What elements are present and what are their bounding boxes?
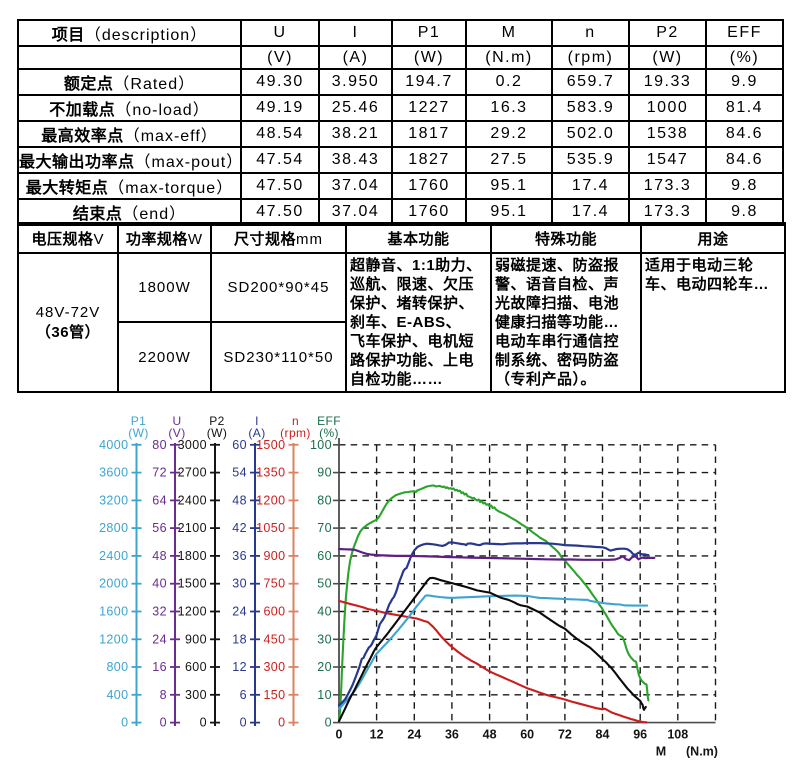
- svg-text:24: 24: [407, 728, 421, 742]
- svg-text:600: 600: [263, 605, 285, 619]
- svg-text:1800: 1800: [178, 549, 207, 563]
- svg-text:3200: 3200: [99, 493, 128, 507]
- svg-text:20: 20: [317, 660, 332, 674]
- svg-text:64: 64: [152, 493, 167, 507]
- svg-text:3000: 3000: [178, 438, 207, 452]
- svg-text:48: 48: [152, 549, 167, 563]
- svg-text:100: 100: [310, 438, 332, 452]
- svg-text:750: 750: [263, 577, 285, 591]
- svg-text:12: 12: [232, 660, 247, 674]
- svg-text:60: 60: [520, 728, 534, 742]
- svg-text:0: 0: [325, 716, 332, 730]
- svg-text:70: 70: [317, 521, 332, 535]
- svg-text:1600: 1600: [99, 605, 128, 619]
- svg-text:150: 150: [263, 688, 285, 702]
- svg-text:1200: 1200: [178, 605, 207, 619]
- svg-text:80: 80: [317, 493, 332, 507]
- svg-text:40: 40: [317, 605, 332, 619]
- svg-text:(A): (A): [248, 426, 265, 440]
- svg-text:60: 60: [317, 549, 332, 563]
- svg-text:800: 800: [106, 660, 128, 674]
- svg-text:EFF: EFF: [317, 414, 341, 428]
- svg-text:2100: 2100: [178, 521, 207, 535]
- svg-text:300: 300: [185, 688, 207, 702]
- svg-text:1500: 1500: [256, 438, 285, 452]
- svg-text:48: 48: [232, 493, 247, 507]
- svg-text:72: 72: [152, 466, 167, 480]
- svg-text:2800: 2800: [99, 521, 128, 535]
- svg-text:6: 6: [240, 688, 247, 702]
- svg-text:n: n: [292, 414, 299, 428]
- svg-text:1350: 1350: [256, 466, 285, 480]
- svg-text:56: 56: [152, 521, 167, 535]
- svg-text:32: 32: [152, 605, 167, 619]
- svg-text:3600: 3600: [99, 466, 128, 480]
- svg-text:0: 0: [278, 716, 285, 730]
- svg-text:30: 30: [317, 632, 332, 646]
- svg-text:P1: P1: [131, 414, 146, 428]
- svg-text:1200: 1200: [256, 493, 285, 507]
- svg-text:0: 0: [121, 716, 128, 730]
- svg-text:U: U: [172, 414, 181, 428]
- svg-text:P2: P2: [209, 414, 224, 428]
- svg-text:(W): (W): [128, 426, 149, 440]
- svg-text:1500: 1500: [178, 577, 207, 591]
- svg-text:(W): (W): [207, 426, 228, 440]
- svg-text:40: 40: [152, 577, 167, 591]
- svg-text:450: 450: [263, 632, 285, 646]
- svg-text:90: 90: [317, 466, 332, 480]
- svg-text:8: 8: [160, 688, 167, 702]
- svg-text:600: 600: [185, 660, 207, 674]
- svg-text:2400: 2400: [178, 493, 207, 507]
- svg-text:900: 900: [185, 632, 207, 646]
- svg-text:(rpm): (rpm): [280, 426, 311, 440]
- svg-text:I: I: [255, 414, 259, 428]
- svg-text:300: 300: [263, 660, 285, 674]
- svg-text:(V): (V): [168, 426, 185, 440]
- svg-text:12: 12: [370, 728, 384, 742]
- svg-text:54: 54: [232, 466, 247, 480]
- svg-text:0: 0: [240, 716, 247, 730]
- svg-text:24: 24: [152, 632, 167, 646]
- svg-text:0: 0: [200, 716, 207, 730]
- svg-text:72: 72: [558, 728, 572, 742]
- svg-text:10: 10: [317, 688, 332, 702]
- svg-text:84: 84: [596, 728, 610, 742]
- svg-text:1200: 1200: [99, 632, 128, 646]
- svg-text:M: M: [656, 745, 666, 759]
- svg-text:36: 36: [445, 728, 459, 742]
- svg-text:16: 16: [152, 660, 167, 674]
- svg-text:42: 42: [232, 521, 247, 535]
- svg-text:30: 30: [232, 577, 247, 591]
- svg-text:400: 400: [106, 688, 128, 702]
- svg-text:48: 48: [483, 728, 497, 742]
- svg-text:4000: 4000: [99, 438, 128, 452]
- svg-text:0: 0: [336, 728, 343, 742]
- svg-text:(N.m): (N.m): [686, 745, 718, 759]
- svg-text:900: 900: [263, 549, 285, 563]
- svg-text:(%): (%): [319, 426, 339, 440]
- svg-text:96: 96: [633, 728, 647, 742]
- svg-text:2700: 2700: [178, 466, 207, 480]
- svg-text:24: 24: [232, 605, 247, 619]
- svg-text:0: 0: [160, 716, 167, 730]
- svg-text:50: 50: [317, 577, 332, 591]
- svg-text:36: 36: [232, 549, 247, 563]
- svg-text:18: 18: [232, 632, 247, 646]
- svg-text:80: 80: [152, 438, 167, 452]
- svg-text:2000: 2000: [99, 577, 128, 591]
- svg-text:60: 60: [232, 438, 247, 452]
- svg-text:108: 108: [667, 728, 688, 742]
- svg-text:1050: 1050: [256, 521, 285, 535]
- svg-text:2400: 2400: [99, 549, 128, 563]
